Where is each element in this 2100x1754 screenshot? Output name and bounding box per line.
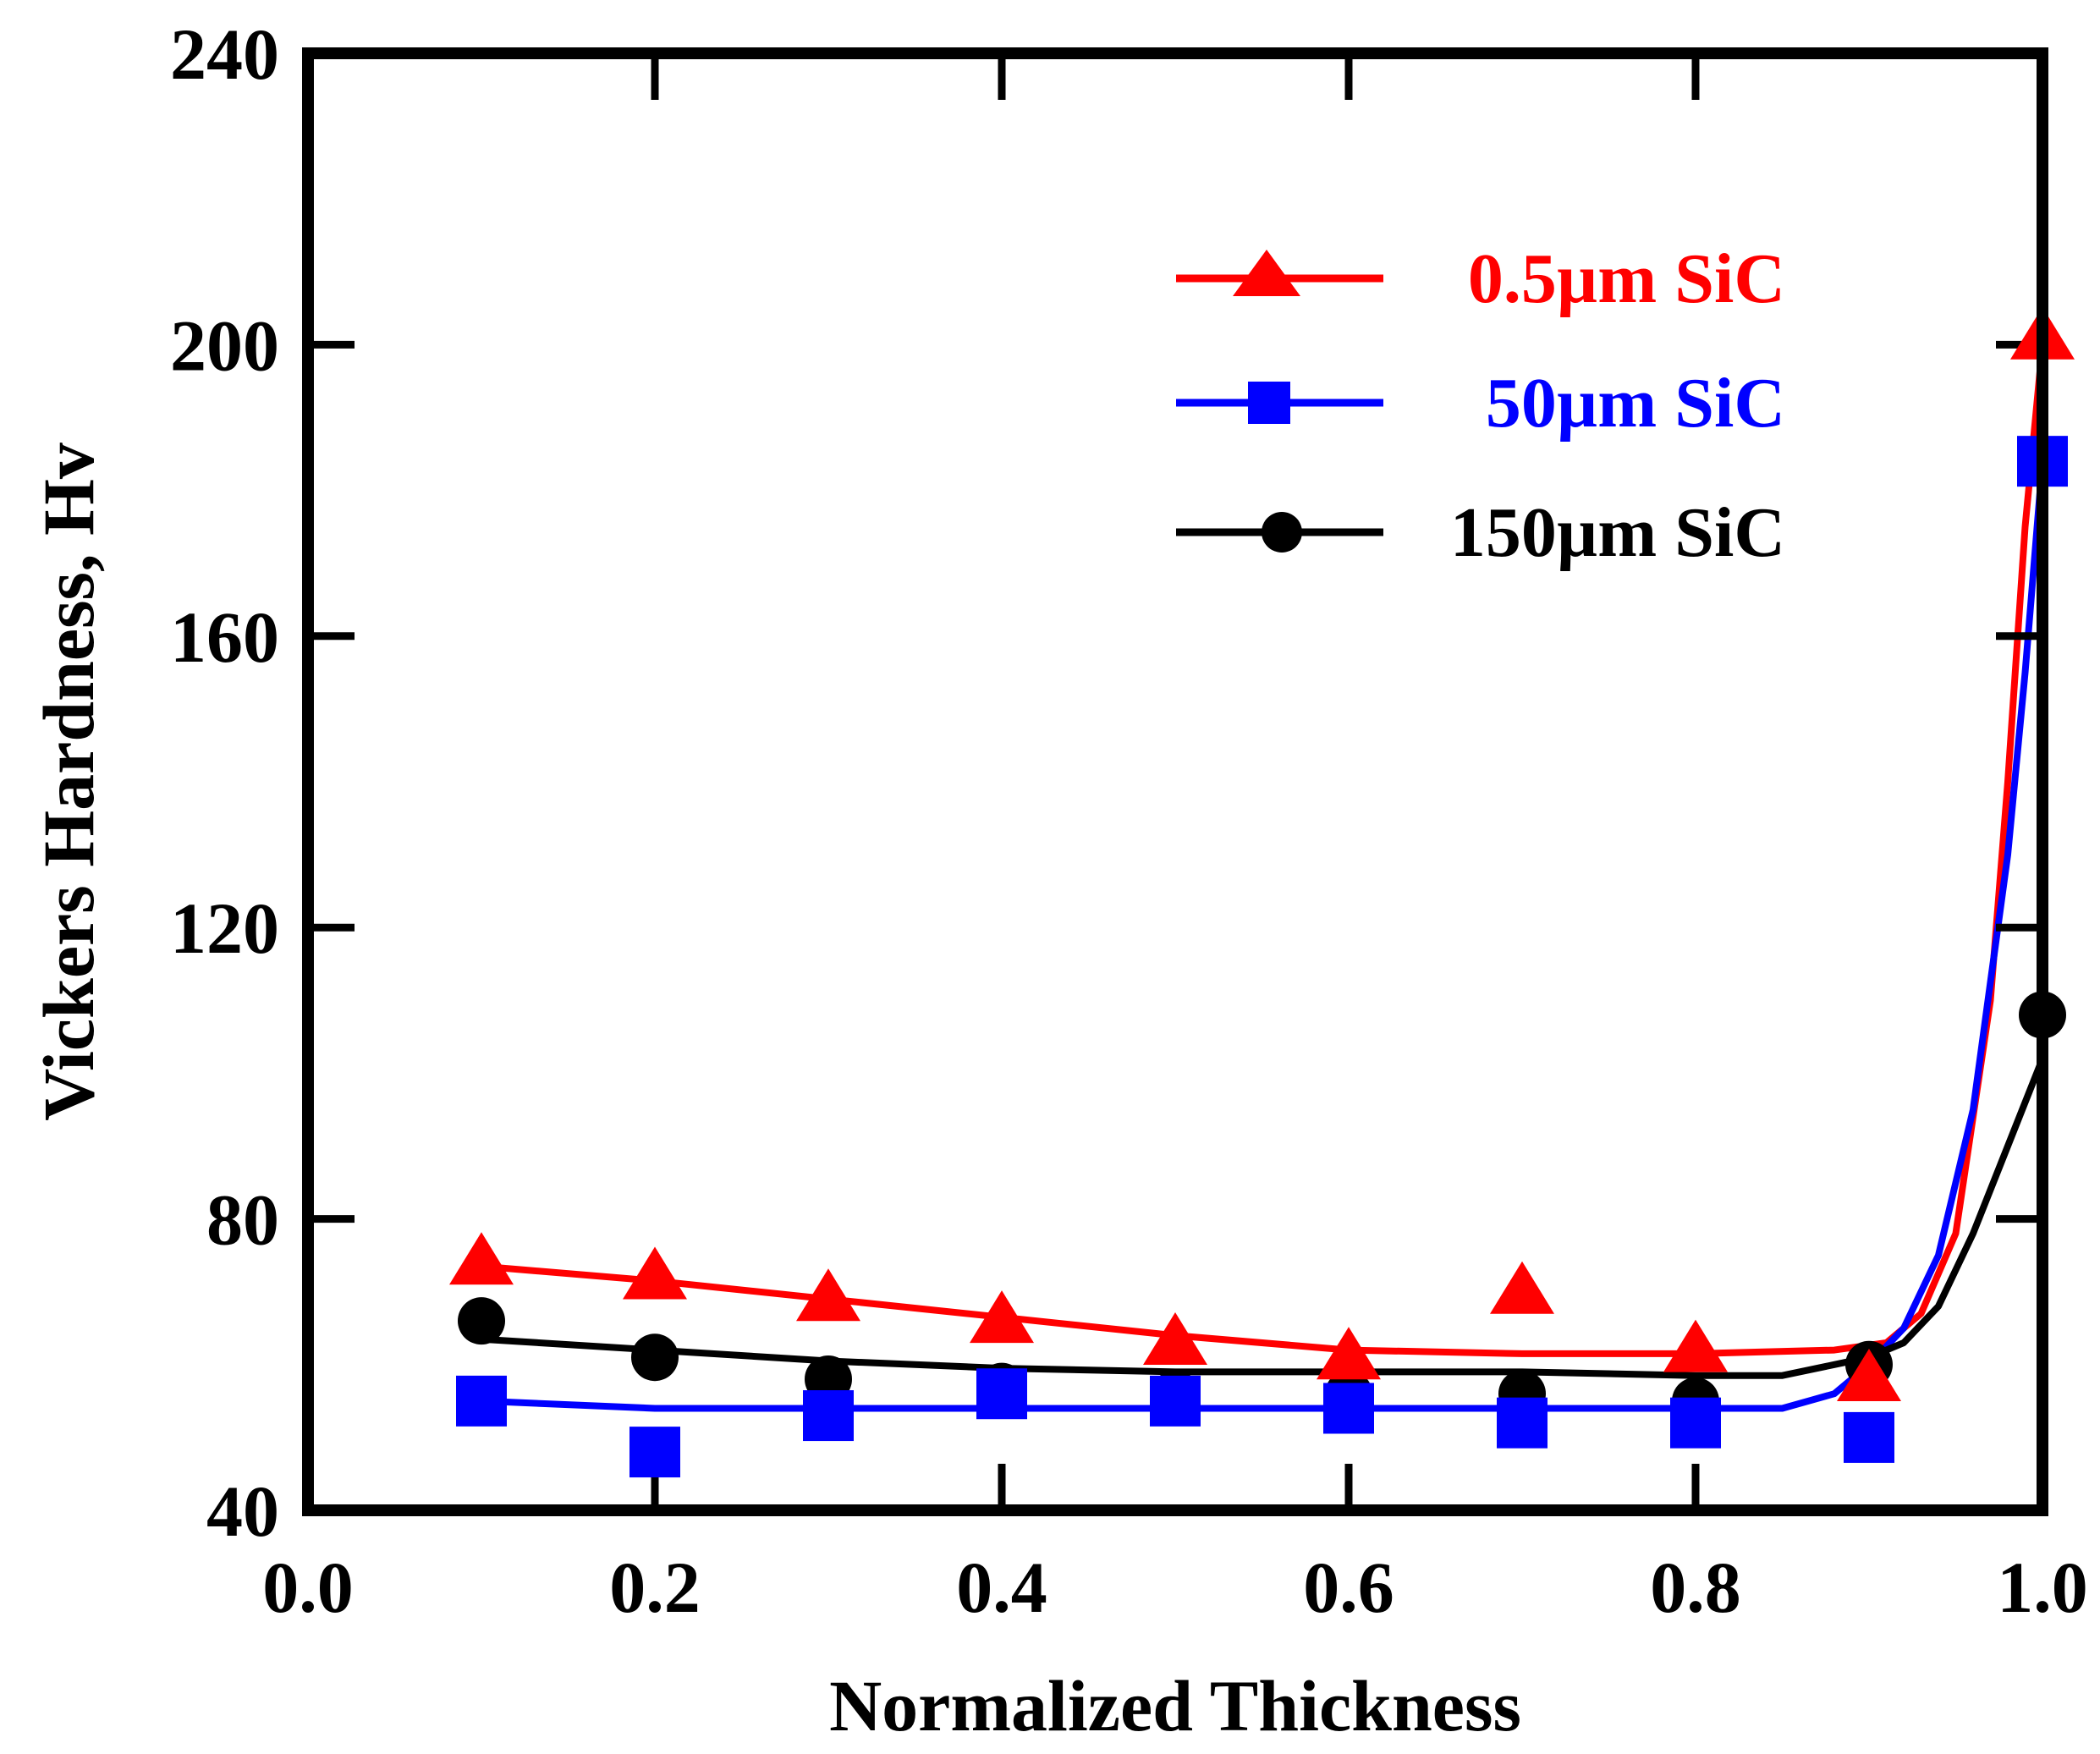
y-tick-label-5: 240 <box>170 14 279 95</box>
marker-series0-point3 <box>970 1290 1034 1344</box>
marker-series0-point7 <box>1663 1319 1728 1372</box>
marker-series0-point4 <box>1143 1311 1207 1365</box>
marker-series1-point2 <box>803 1390 854 1442</box>
marker-series1-point5 <box>1323 1383 1374 1434</box>
legend: 0.5µm SiC 50µm SiC 150µm SiC <box>1176 239 1785 572</box>
legend-marker-1 <box>1248 382 1290 424</box>
marker-series0-point0 <box>449 1232 514 1285</box>
x-tick-label-3: 0.6 <box>1303 1547 1394 1628</box>
marker-series1-point0 <box>456 1375 507 1427</box>
y-tick-label-2: 120 <box>170 888 279 969</box>
legend-label-1: 50µm SiC <box>1486 364 1785 443</box>
x-tick-label-5: 1.0 <box>1997 1547 2088 1628</box>
legend-marker-0 <box>1233 250 1300 296</box>
legend-marker-2 <box>1262 512 1302 553</box>
marker-series0-point8 <box>1837 1349 1901 1402</box>
marker-series2-point0 <box>458 1297 505 1345</box>
marker-series1-point8 <box>1844 1411 1894 1463</box>
legend-label-0: 0.5µm SiC <box>1468 239 1785 318</box>
fit-line-0 <box>478 341 2046 1357</box>
marker-series2-point1 <box>631 1333 679 1382</box>
fit-lines <box>478 341 2046 1412</box>
x-axis-title: Normalized Thickness <box>829 1665 1521 1746</box>
marker-series0-point2 <box>796 1268 860 1322</box>
x-tick-label-0: 0.0 <box>262 1547 354 1628</box>
marker-series0-point6 <box>1490 1261 1554 1314</box>
marker-series1-point4 <box>1150 1375 1201 1427</box>
data-markers <box>449 306 2075 1478</box>
plot-frame <box>302 47 2048 1516</box>
marker-series1-point3 <box>976 1368 1027 1420</box>
y-tick-label-1: 80 <box>206 1179 279 1261</box>
marker-series1-point6 <box>1497 1397 1548 1449</box>
marker-series1-point1 <box>629 1427 680 1478</box>
legend-entry-0: 0.5µm SiC <box>1176 239 1785 318</box>
legend-entry-1: 50µm SiC <box>1176 364 1785 443</box>
legend-label-2: 150µm SiC <box>1450 493 1785 572</box>
x-tick-label-4: 0.8 <box>1650 1547 1741 1628</box>
x-tick-label-2: 0.4 <box>956 1547 1047 1628</box>
marker-series0-point1 <box>623 1246 687 1300</box>
y-tick-label-4: 200 <box>170 305 279 386</box>
x-tick-label-1: 0.2 <box>609 1547 701 1628</box>
fit-line-1 <box>478 458 2046 1412</box>
marker-series0-point5 <box>1317 1327 1381 1380</box>
y-tick-label-0: 40 <box>206 1471 279 1552</box>
tick-labels: 0.0 0.2 0.4 0.6 0.8 1.0 40 80 120 160 200 240 <box>170 14 2088 1628</box>
y-tick-label-3: 160 <box>170 597 279 678</box>
fit-line-2 <box>478 1055 2046 1379</box>
y-axis-title: Vickers Hardness, Hv <box>28 443 109 1121</box>
legend-entry-2: 150µm SiC <box>1176 493 1785 572</box>
marker-series1-point7 <box>1670 1397 1721 1449</box>
